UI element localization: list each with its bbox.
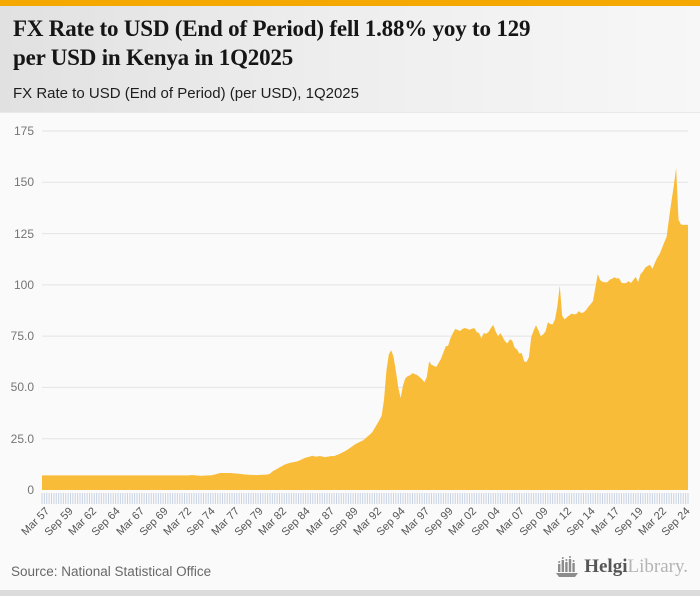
page-title-line1: FX Rate to USD (End of Period) fell 1.88… — [13, 16, 531, 41]
y-axis-label: 50.0 — [10, 380, 34, 395]
quarter-ticks — [41, 493, 689, 504]
y-axis-label: 0 — [27, 483, 34, 497]
page-title-line2: per USD in Kenya in 1Q2025 — [13, 44, 293, 70]
helgi-logo-icon — [556, 556, 579, 577]
y-axis-label: 25.0 — [10, 431, 34, 446]
logo-wordmark: HelgiLibrary. — [584, 555, 688, 579]
logo-helgi-text: Helgi — [584, 556, 628, 577]
chart-header: FX Rate to USD (End of Period) fell 1.88… — [0, 6, 700, 113]
helgi-library-logo[interactable]: HelgiLibrary. — [555, 555, 688, 579]
y-axis-label: 75.0 — [10, 329, 34, 344]
y-axis-label: 150 — [13, 175, 34, 190]
accent-top-bar — [0, 0, 700, 6]
y-axis-label: 100 — [13, 277, 34, 292]
fx-rate-area-chart — [41, 130, 689, 504]
page-title: FX Rate to USD (End of Period) fell 1.88… — [13, 15, 673, 73]
fx-rate-area-series — [42, 167, 688, 490]
chart-subtitle: FX Rate to USD (End of Period) (per USD)… — [13, 85, 359, 102]
gridlines — [42, 130, 688, 440]
y-axis-label: 175 — [13, 124, 34, 138]
source-note: Source: National Statistical Office — [11, 564, 212, 579]
logo-library-text: Library. — [627, 556, 689, 577]
bottom-edge-strip — [0, 590, 700, 596]
y-axis-label: 125 — [13, 226, 34, 241]
